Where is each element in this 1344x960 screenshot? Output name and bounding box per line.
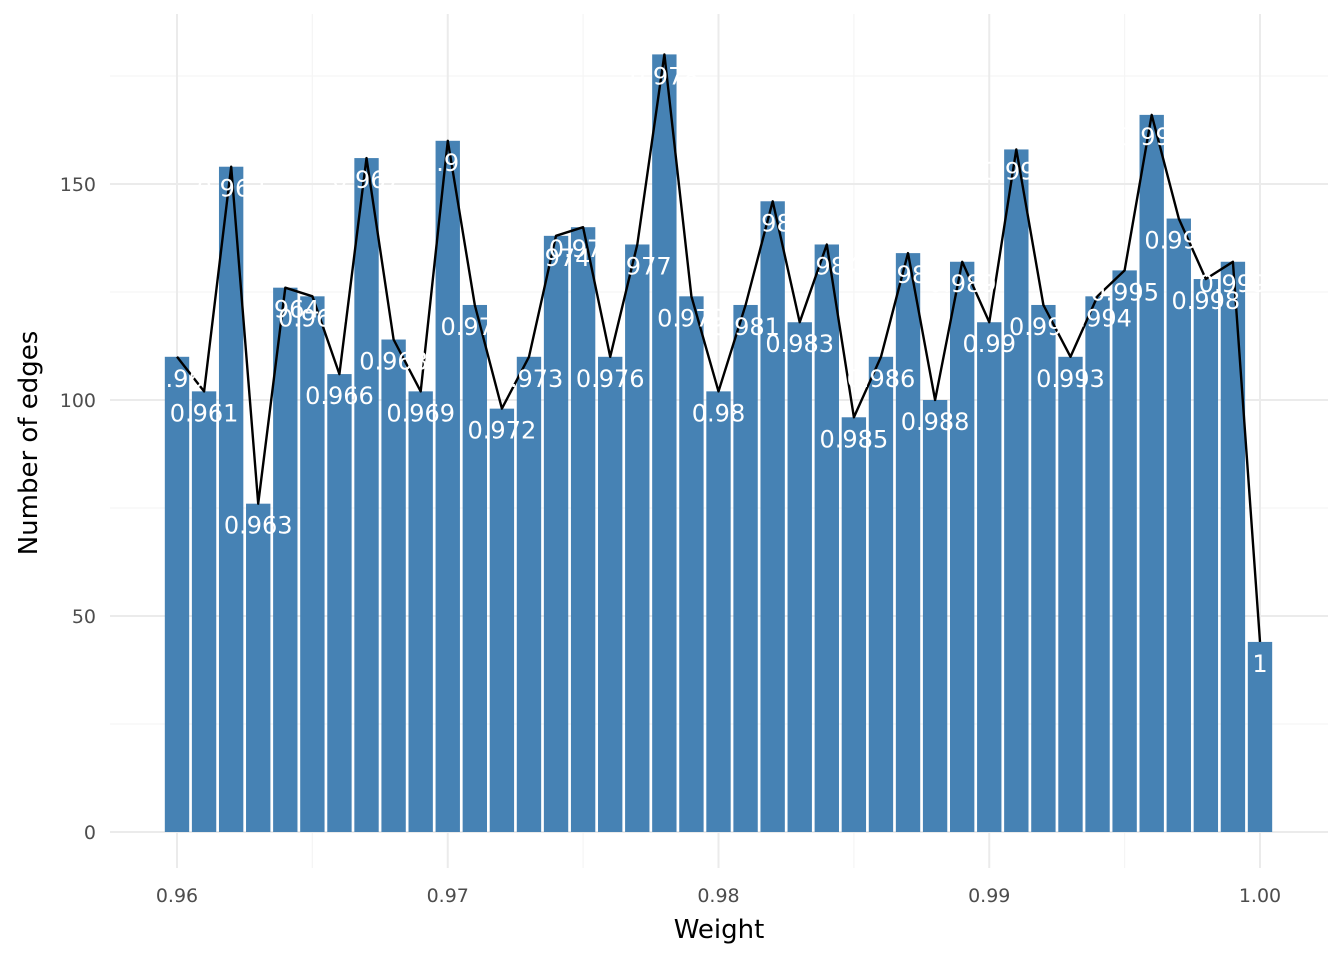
- bar: [706, 391, 731, 832]
- bar-label: 0.972: [468, 417, 537, 445]
- y-tick-label: 150: [60, 174, 96, 196]
- bar-label: 0.987: [874, 261, 943, 289]
- bar: [543, 235, 569, 833]
- y-tick-label: 50: [72, 606, 96, 628]
- bar: [1004, 149, 1029, 832]
- bar: [489, 408, 515, 832]
- bar-label: 0.963: [224, 512, 293, 540]
- bar: [327, 374, 352, 832]
- bar-label: 1: [1252, 650, 1267, 678]
- bar-label: 0.984: [792, 252, 861, 280]
- bar: [164, 356, 190, 832]
- bar: [246, 503, 271, 832]
- bar: [191, 391, 217, 832]
- bar-label: 0.964: [251, 296, 320, 324]
- bar: [679, 296, 704, 832]
- bar-label: 0.977: [603, 252, 672, 280]
- y-axis-tick-labels: 0 50 100 150: [60, 174, 96, 844]
- bars: [164, 54, 1273, 833]
- bar: [760, 201, 785, 832]
- x-tick-label: 0.96: [156, 885, 198, 907]
- bar-label: 0.99: [963, 330, 1016, 358]
- bar: [733, 304, 758, 833]
- bar: [1058, 356, 1083, 832]
- x-axis-title: Weight: [674, 915, 765, 945]
- bar: [273, 287, 298, 832]
- bar: [462, 304, 488, 833]
- bar: [1139, 114, 1164, 832]
- bar-label: 0.994: [1063, 304, 1132, 332]
- bar-label: 0.966: [305, 382, 374, 410]
- bar-label: 0.991: [982, 157, 1051, 185]
- bar-label: 0.993: [1036, 365, 1105, 393]
- bar: [841, 417, 867, 832]
- bar-label: 0.982: [738, 209, 807, 237]
- bar-label: 0.998: [1171, 287, 1240, 315]
- bar: [408, 391, 433, 832]
- bar: [625, 244, 650, 833]
- bar: [787, 322, 812, 832]
- bar-label: 0.975: [549, 235, 618, 263]
- trend-line: [176, 53, 1262, 642]
- x-tick-label: 0.99: [968, 885, 1010, 907]
- bar-label: 0.981: [711, 313, 780, 341]
- bar: [1031, 304, 1056, 833]
- bar-label: 0.978: [630, 62, 699, 90]
- bar: [354, 158, 379, 832]
- bar: [949, 261, 975, 832]
- bar-label: 0.992: [1009, 313, 1078, 341]
- bar-label: 0.999: [1199, 270, 1268, 298]
- bar-label: 0.985: [820, 425, 889, 453]
- bar-label: 0.968: [359, 348, 428, 376]
- bar-label: 0.965: [278, 304, 347, 332]
- bar: [300, 296, 325, 832]
- bar-label: 0.971: [440, 313, 509, 341]
- bar: [868, 356, 894, 832]
- bar: [922, 400, 948, 832]
- bar: [1193, 279, 1219, 832]
- bar: [814, 244, 839, 833]
- bar-label: 0.979: [657, 304, 726, 332]
- bar: [1085, 296, 1110, 832]
- bar: [1166, 218, 1191, 832]
- y-axis-title: Number of edges: [14, 331, 44, 556]
- bar-label: 0.967: [332, 166, 401, 194]
- bar-label: 0.973: [495, 365, 564, 393]
- bar-label: 0.97: [421, 149, 474, 177]
- x-axis-tick-labels: 0.96 0.97 0.98 0.99 1.00: [156, 885, 1281, 907]
- y-tick-label: 100: [60, 390, 96, 412]
- x-tick-label: 0.97: [427, 885, 469, 907]
- bar-label: 0.98: [692, 399, 745, 427]
- bar-label: 0.995: [1090, 278, 1159, 306]
- bar: [435, 140, 460, 833]
- bar: [516, 356, 542, 832]
- x-tick-label: 1.00: [1239, 885, 1281, 907]
- bar-label: 0.962: [197, 175, 266, 203]
- trend-line-group: [176, 53, 1262, 642]
- bar-label: 0.988: [901, 408, 970, 436]
- bar: [570, 227, 596, 832]
- bar: [977, 322, 1002, 832]
- bar: [381, 339, 406, 832]
- y-tick-label: 0: [84, 822, 96, 844]
- bar: [1220, 261, 1246, 832]
- x-tick-label: 0.98: [697, 885, 739, 907]
- bar-label: 0.969: [386, 399, 455, 427]
- bar: [1112, 270, 1137, 832]
- bar-label: 0.96: [150, 365, 203, 393]
- bar: [1247, 641, 1273, 832]
- bar-label: 0.961: [170, 399, 239, 427]
- bar: [652, 54, 677, 832]
- bar: [895, 253, 921, 832]
- bar-label: 0.989: [928, 270, 997, 298]
- bar: [598, 356, 623, 832]
- bar-label: 0.983: [765, 330, 834, 358]
- bar-label: 0.974: [522, 244, 591, 272]
- bar-label: 0.997: [1144, 227, 1213, 255]
- bar-label: 0.976: [576, 365, 645, 393]
- bar-label: 0.986: [847, 365, 916, 393]
- bar-label: 0.996: [1117, 123, 1186, 151]
